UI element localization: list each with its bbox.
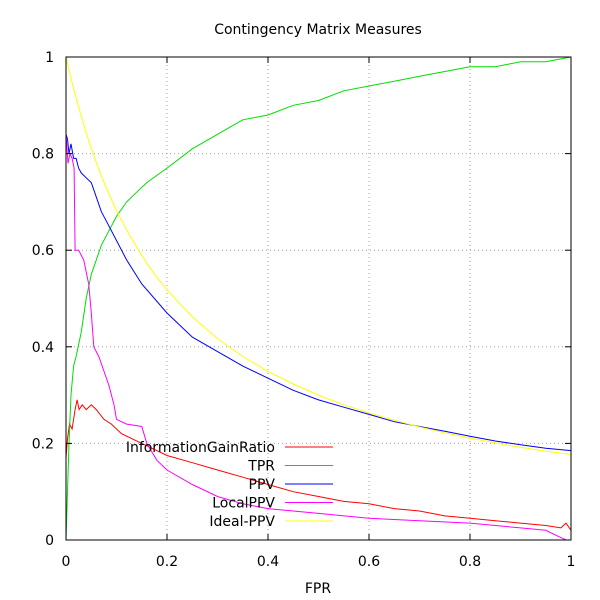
legend: InformationGainRatio TPR PPV LocalPPV Ideal-… <box>126 440 333 530</box>
series-line-informationgainratio <box>65 399 572 531</box>
y-tick-label: 0 <box>45 533 54 549</box>
series-line-ppv <box>65 134 572 452</box>
legend-label-informationgainratio: InformationGainRatio <box>126 440 275 456</box>
y-tick-label: 0.8 <box>32 147 54 163</box>
y-tick-label: 0.2 <box>32 436 54 452</box>
legend-label-tpr: TPR <box>247 459 275 475</box>
legend-label-localppv: LocalPPV <box>212 496 275 512</box>
plot-frame <box>65 56 572 541</box>
legend-label-ppv: PPV <box>249 477 276 493</box>
series-line-ideal-ppv <box>65 56 572 455</box>
series-line-localppv <box>65 134 567 541</box>
x-tick-label: 1 <box>567 554 576 570</box>
y-tick-label: 1 <box>45 50 54 66</box>
legend-label-ideal-ppv: Ideal-PPV <box>209 514 275 530</box>
series-line-tpr <box>65 56 572 541</box>
axis-ticks: 0 0.2 0.4 0.6 0.8 1 0 0.2 0.4 0.6 0.8 1 <box>32 50 576 570</box>
x-axis-label: FPR <box>305 581 331 597</box>
x-tick-label: 0.8 <box>459 554 481 570</box>
y-tick-label: 0.4 <box>32 340 54 356</box>
x-tick-label: 0 <box>62 554 71 570</box>
x-tick-label: 0.6 <box>358 554 380 570</box>
y-tick-label: 0.6 <box>32 243 54 259</box>
x-tick-label: 0.2 <box>156 554 178 570</box>
grid <box>66 57 571 540</box>
x-tick-label: 0.4 <box>257 554 279 570</box>
series-layer <box>65 56 572 541</box>
chart-title: Contingency Matrix Measures <box>214 22 422 38</box>
